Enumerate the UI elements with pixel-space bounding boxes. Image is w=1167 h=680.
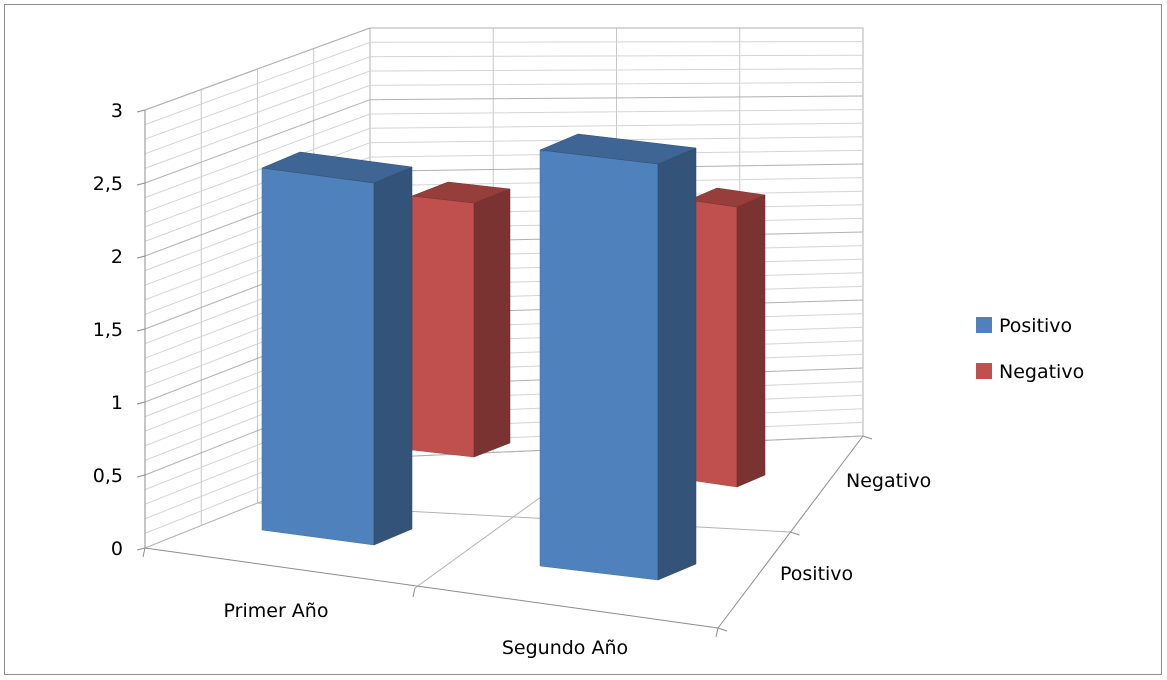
- bar-side-face: [737, 195, 765, 487]
- y-tick: [137, 183, 145, 185]
- bar-negativo-1: [412, 182, 510, 457]
- legend-swatch-negativo: [976, 363, 992, 379]
- depth-tick: [863, 436, 872, 439]
- bar-side-face: [374, 167, 412, 545]
- y-tick-label: 3: [111, 100, 123, 122]
- gridline: [145, 96, 863, 183]
- y-tick-label: 0: [111, 538, 123, 560]
- bar-front-face: [412, 196, 474, 457]
- legend-swatch-positivo: [976, 317, 992, 333]
- chart-legend: Positivo Negativo: [976, 315, 1084, 383]
- bar-positivo-2: [540, 134, 696, 580]
- y-tick: [137, 256, 145, 258]
- legend-label-negativo: Negativo: [999, 361, 1084, 383]
- y-tick-label: 2: [111, 246, 123, 268]
- depth-tick-label: Negativo: [846, 470, 931, 492]
- x-tick-label: Segundo Año: [502, 637, 628, 659]
- y-tick: [137, 402, 145, 404]
- bar-side-face: [658, 148, 696, 580]
- x-tick: [143, 548, 145, 557]
- chart-bars: [262, 134, 765, 580]
- depth-tick: [791, 532, 800, 535]
- x-tick: [413, 588, 415, 597]
- y-tick-label: 1: [111, 392, 123, 414]
- depth-tick: [718, 628, 727, 631]
- y-tick: [137, 110, 145, 112]
- bar-positivo-1: [262, 152, 412, 545]
- bar-front-face: [262, 168, 374, 545]
- bar-side-face: [474, 189, 510, 457]
- y-tick: [137, 548, 145, 550]
- legend-label-positivo: Positivo: [999, 315, 1072, 337]
- x-tick: [716, 628, 718, 637]
- y-tick: [137, 329, 145, 331]
- y-tick-label: 0,5: [93, 465, 123, 487]
- depth-tick-label: Positivo: [780, 563, 853, 585]
- gridline: [145, 110, 863, 198]
- y-tick-label: 1,5: [93, 319, 123, 341]
- bar-negativo-2: [689, 188, 765, 487]
- y-tick-label: 2,5: [93, 173, 123, 195]
- y-tick: [137, 475, 145, 477]
- x-tick-label: Primer Año: [224, 600, 329, 622]
- bar-front-face: [540, 150, 658, 580]
